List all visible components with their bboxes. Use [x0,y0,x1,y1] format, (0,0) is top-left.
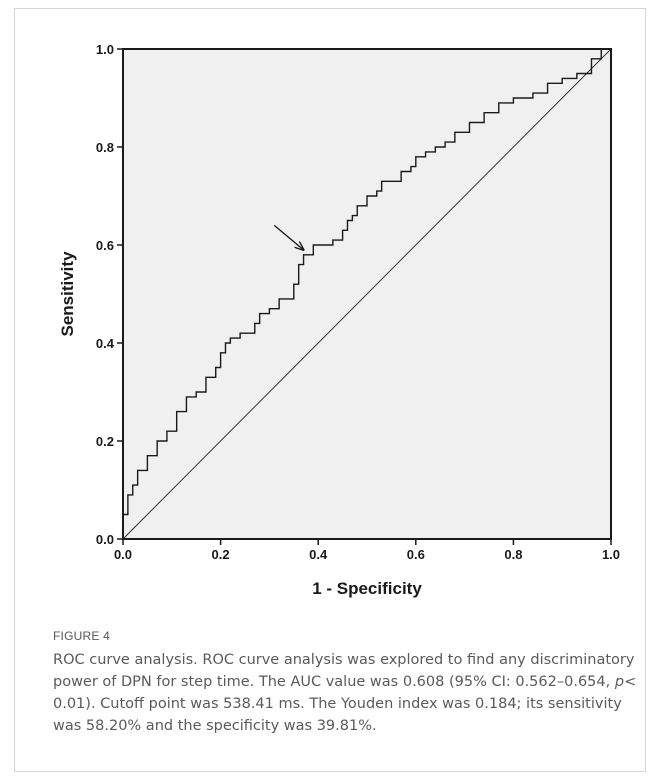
y-tick-label: 0.2 [96,434,114,449]
figure-caption: ROC curve analysis. ROC curve analysis w… [53,649,643,737]
caption-text-1: ROC curve analysis. ROC curve analysis w… [53,652,635,690]
x-tick-label: 0.2 [212,547,230,562]
figure-card: 0.0 0.2 0.4 0.6 0.8 1.0 0.0 0.2 0.4 0.6 0.8 1.0 1 - … [14,8,646,772]
x-tick-label: 0.6 [407,547,425,562]
y-tick-label: 0.4 [96,336,115,351]
x-tick-label: 0.4 [309,547,328,562]
x-tick-label: 0.0 [114,547,132,562]
roc-curve-line [122,48,611,539]
y-tick-label: 1.0 [96,42,114,57]
x-tick-label: 0.8 [504,547,522,562]
reference-diagonal-line [122,48,612,540]
x-tick-label: 1.0 [602,547,620,562]
caption-p-italic: p [614,674,625,690]
caption-text-2: < 0.01). Cutoff point was 538.41 ms. The… [53,674,637,734]
y-tick-label: 0.6 [96,238,114,253]
y-tick-label: 0.0 [96,532,114,547]
cutoff-arrow-annotation [273,224,303,250]
x-axis-label: 1 - Specificity [312,579,422,598]
plot-frame [122,48,612,540]
roc-chart: 0.0 0.2 0.4 0.6 0.8 1.0 0.0 0.2 0.4 0.6 0.8 1.0 1 - … [58,42,620,598]
y-axis-label: Sensitivity [58,251,77,337]
y-tick-label: 0.8 [96,140,114,155]
figure-label: FIGURE 4 [53,629,110,643]
